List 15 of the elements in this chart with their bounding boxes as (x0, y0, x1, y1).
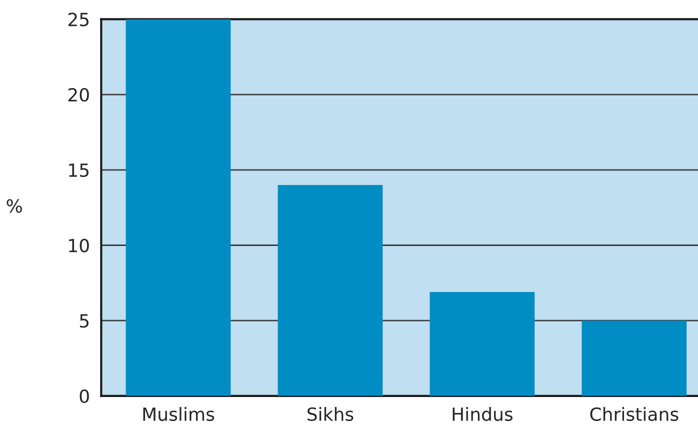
x-tick-label: Hindus (452, 407, 512, 422)
y-tick-label: 10 (69, 238, 89, 252)
y-tick-label: 0 (80, 389, 89, 404)
x-tick-label: Muslims (143, 407, 214, 422)
x-tick-label: Christians (590, 407, 678, 422)
x-tick-label: Sikhs (308, 407, 354, 422)
bar (430, 292, 535, 396)
y-tick-label: 25 (68, 12, 89, 26)
y-tick-label: 15 (69, 164, 89, 178)
bar (126, 19, 231, 396)
y-tick-label: 20 (68, 88, 89, 102)
y-axis-title: % (6, 199, 22, 213)
bar (582, 320, 687, 396)
bar (278, 184, 383, 396)
y-tick-label: 5 (80, 314, 89, 328)
